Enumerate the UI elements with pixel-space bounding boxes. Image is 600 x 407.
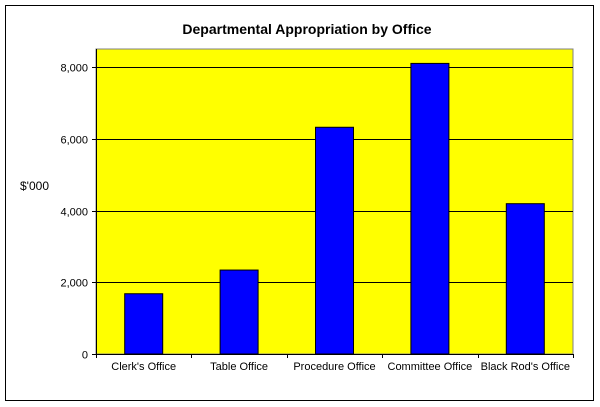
y-tick-label: 0 xyxy=(82,350,88,362)
bar-table-office xyxy=(219,269,259,355)
y-axis-ticks: 0 2,000 4,000 6,000 8,000 xyxy=(60,63,96,362)
y-axis-label: $'000 xyxy=(20,179,49,193)
x-tick-label: Committee Office xyxy=(388,361,473,373)
x-tick-label: Black Rod's Office xyxy=(481,361,570,373)
x-axis-ticks: Clerk's Office Table Office Procedure Offi… xyxy=(96,354,574,373)
y-tick-label: 6,000 xyxy=(60,135,88,147)
bars xyxy=(124,62,545,355)
y-tick-label: 8,000 xyxy=(60,63,88,75)
y-tick-label: 4,000 xyxy=(60,207,88,219)
chart-title: Departmental Appropriation by Office xyxy=(182,21,431,37)
bar-committee-office xyxy=(410,62,450,355)
bar-procedure-office xyxy=(315,126,354,355)
x-tick-label: Clerk's Office xyxy=(111,361,176,373)
bar-black-rod-s-office xyxy=(505,203,545,355)
bar-clerk-s-office xyxy=(124,293,164,355)
x-tick-label: Procedure Office xyxy=(293,361,375,373)
x-tick-label: Table Office xyxy=(210,361,268,373)
y-tick-label: 2,000 xyxy=(60,278,88,290)
